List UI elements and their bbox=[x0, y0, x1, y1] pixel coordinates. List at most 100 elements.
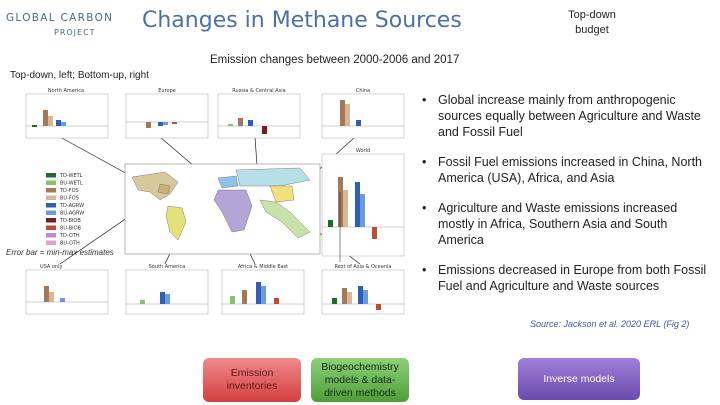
finding-bullet: Agriculture and Waste emissions increase… bbox=[422, 200, 712, 248]
bar bbox=[242, 290, 247, 304]
top-down-line1: Top-down bbox=[568, 9, 616, 21]
legend-swatch bbox=[46, 195, 56, 200]
emission-line2: inventories bbox=[226, 380, 278, 392]
key-findings-list: Global increase mainly from anthropogeni… bbox=[422, 92, 712, 308]
legend-label: BU-AGRW bbox=[60, 211, 84, 217]
bar bbox=[160, 292, 165, 304]
legend-swatch bbox=[46, 203, 56, 208]
panel-title: Rest of Asia & Oceania bbox=[335, 264, 392, 270]
bar bbox=[343, 190, 348, 227]
bar bbox=[256, 282, 261, 304]
panel-europe: Europe bbox=[125, 88, 209, 139]
bar bbox=[347, 292, 352, 304]
bar bbox=[43, 110, 48, 126]
bar bbox=[61, 122, 66, 126]
emission-inventories-button[interactable]: Emission inventories bbox=[203, 358, 301, 402]
bar bbox=[358, 286, 363, 304]
panel-world: World bbox=[321, 148, 405, 262]
slide-subtitle: Emission changes between 2000-2006 and 2… bbox=[210, 54, 460, 66]
biogeochemistry-models-button[interactable]: Biogeochemistry models & data- driven me… bbox=[311, 358, 409, 402]
legend-swatch bbox=[46, 180, 56, 185]
emission-line1: Emission bbox=[230, 367, 274, 379]
panel-russia: Russia & Central Asia bbox=[217, 88, 301, 139]
bar bbox=[140, 300, 145, 304]
legend-swatch bbox=[46, 188, 56, 193]
panel-rest-asia: Rest of Asia & Oceania bbox=[321, 264, 405, 315]
bar bbox=[345, 104, 350, 126]
panel-frame bbox=[321, 93, 405, 139]
bar bbox=[248, 120, 253, 126]
europe-region bbox=[217, 175, 239, 189]
biogeo-line3: driven methods bbox=[324, 386, 396, 399]
bar bbox=[340, 100, 345, 126]
panel-usa: USA only bbox=[25, 264, 109, 315]
rest-asia-region bbox=[259, 199, 311, 239]
logo-top-line: GLOBAL CARBON bbox=[6, 12, 114, 24]
bar bbox=[332, 298, 337, 304]
panel-frame bbox=[125, 269, 209, 315]
bar bbox=[146, 122, 151, 128]
bar bbox=[338, 177, 343, 227]
biogeo-line1: Biogeochemistry bbox=[321, 360, 399, 373]
bar bbox=[163, 122, 168, 125]
panel-china: China bbox=[321, 88, 405, 139]
panel-title: Russia & Central Asia bbox=[232, 88, 285, 94]
legend-label: TD-WETL bbox=[59, 173, 83, 179]
china-region bbox=[269, 185, 295, 203]
bar bbox=[32, 125, 37, 127]
panel-title: South America bbox=[149, 264, 186, 270]
top-down-budget-label: Top-down budget bbox=[560, 8, 624, 38]
bar bbox=[238, 118, 243, 126]
error-bar-note: Error bar = min-max estimates bbox=[6, 248, 114, 257]
legend-label: BU-BIOB bbox=[60, 226, 82, 232]
bar bbox=[230, 296, 235, 304]
panel-title: Africa & Middle East bbox=[238, 264, 288, 270]
south-america-region bbox=[165, 205, 187, 241]
legend-swatch bbox=[46, 233, 56, 238]
bar bbox=[360, 194, 365, 227]
bar bbox=[372, 227, 377, 239]
logo-bottom-line: PROJECT bbox=[54, 28, 96, 37]
legend-label: TD-OTH bbox=[59, 233, 80, 239]
legend-label: TD-FOS bbox=[59, 188, 79, 194]
panel-frame bbox=[217, 93, 301, 139]
bar bbox=[56, 120, 61, 126]
legend-label: BU-WETL bbox=[60, 181, 83, 187]
bar bbox=[376, 304, 381, 310]
bar bbox=[60, 298, 65, 302]
bar bbox=[274, 298, 279, 304]
panel-title: Europe bbox=[158, 88, 176, 94]
inverse-models-button[interactable]: Inverse models bbox=[518, 358, 640, 400]
legend-label: BU-OTH bbox=[60, 241, 80, 247]
bar bbox=[342, 288, 347, 304]
bar bbox=[48, 116, 53, 126]
world-map bbox=[124, 163, 321, 255]
legend-swatch bbox=[46, 218, 56, 223]
panel-africa: Africa & Middle East bbox=[221, 264, 305, 315]
panel-frame bbox=[321, 269, 405, 315]
bar bbox=[356, 120, 361, 126]
legend-label: TD-AGRW bbox=[59, 203, 84, 209]
bar bbox=[355, 182, 360, 227]
biogeo-line2: models & data- bbox=[324, 373, 396, 386]
page-title: Changes in Methane Sources bbox=[142, 8, 462, 33]
bar bbox=[363, 290, 368, 304]
bar bbox=[158, 122, 163, 126]
panel-title: North America bbox=[48, 88, 84, 94]
global-carbon-project-logo: GLOBAL CARBON PROJECT bbox=[6, 12, 114, 40]
source-citation: Source: Jackson et al. 2020 ERL (Fig 2) bbox=[530, 319, 690, 329]
bar bbox=[328, 220, 333, 227]
bar bbox=[44, 286, 49, 302]
legend-swatch bbox=[46, 240, 56, 245]
usa-region bbox=[157, 183, 171, 195]
panel-north-america: North America bbox=[25, 88, 109, 139]
panel-frame bbox=[25, 269, 109, 315]
bar bbox=[165, 294, 170, 304]
bar bbox=[228, 124, 233, 126]
bar bbox=[262, 126, 267, 134]
panel-title: China bbox=[356, 88, 370, 94]
bar bbox=[172, 122, 177, 124]
finding-bullet: Global increase mainly from anthropogeni… bbox=[422, 92, 712, 140]
